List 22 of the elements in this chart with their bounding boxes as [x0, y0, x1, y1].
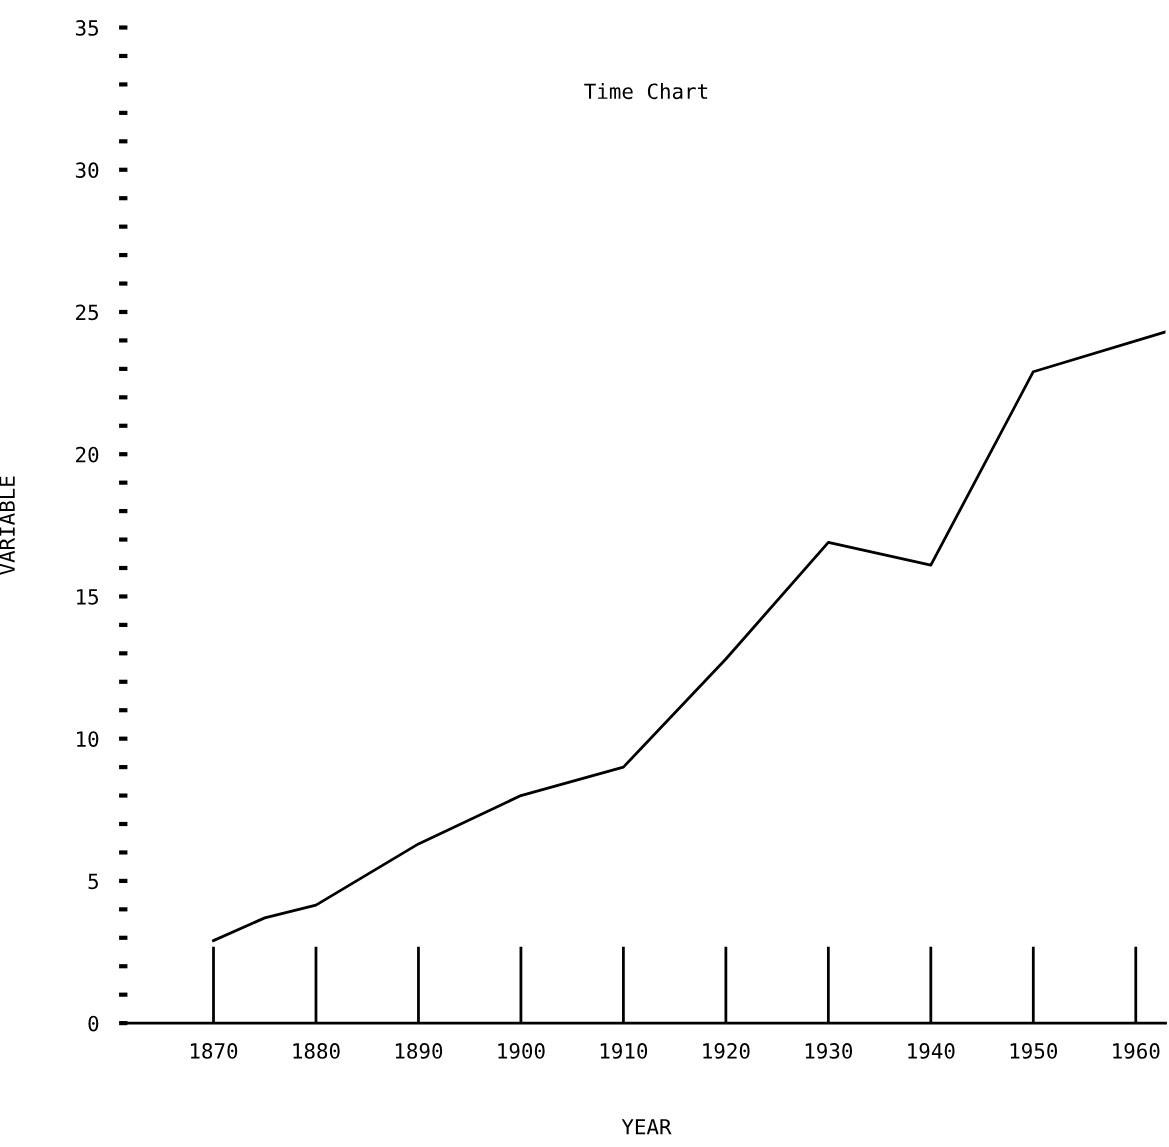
y-tick-label: 15 — [77, 589, 98, 605]
x-tick-label: 1940 — [908, 1043, 955, 1059]
x-tick-label: 1880 — [293, 1043, 340, 1059]
y-tick-label: 35 — [75, 20, 98, 36]
x-tick-label: 1920 — [703, 1043, 750, 1059]
x-tick-label: 1890 — [395, 1043, 443, 1059]
x-tick-label: 1900 — [498, 1043, 545, 1059]
line-series — [212, 330, 1166, 943]
y-axis-title: VARIABLE — [0, 476, 15, 575]
x-tick-label: 1930 — [805, 1043, 853, 1059]
x-tick-label: 1870 — [190, 1043, 238, 1059]
x-tick-label: 1910 — [600, 1043, 648, 1059]
y-tick-label: 30 — [75, 162, 99, 179]
y-tick-label: 20 — [76, 446, 99, 463]
x-axis-title: YEAR — [621, 1119, 672, 1135]
text: Time Chart — [584, 83, 708, 100]
y-tick-label: 0 — [88, 1015, 99, 1032]
x-tick-label: 1950 — [1010, 1043, 1058, 1059]
x-tick-label: 1960 — [1113, 1043, 1160, 1059]
y-tick-label: 5 — [88, 873, 98, 890]
y-tick-label: 10 — [77, 731, 99, 747]
y-tick-label: 25 — [76, 304, 98, 321]
